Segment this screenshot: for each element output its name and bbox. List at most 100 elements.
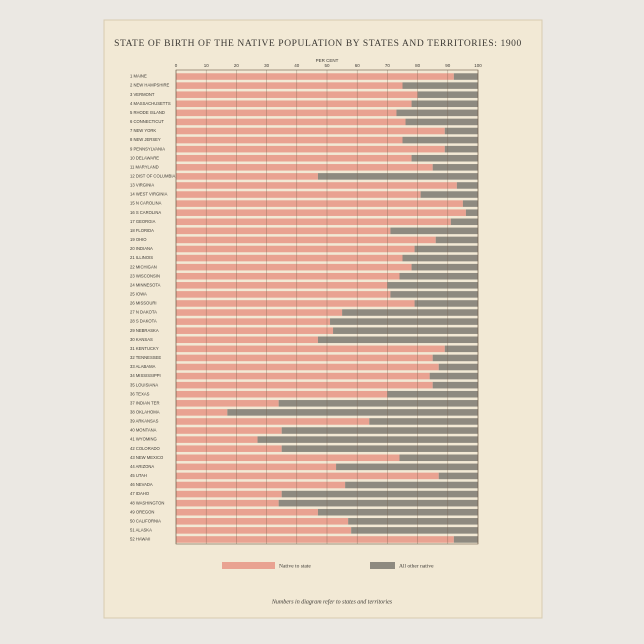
x-tick-label: 10 [204,63,210,68]
bar-segment [387,390,478,398]
y-tick-label: 9 PENNSYLVANIA [130,146,165,151]
y-tick-label: 44 ARIZONA [130,464,154,469]
bar-segment [465,209,478,216]
bar-segment [333,327,478,334]
y-tick-label: 33 ALABAMA [130,364,156,369]
y-tick-label: 49 OREGON [130,509,154,514]
bar-segment [176,282,388,289]
bar-segment [176,309,343,316]
y-tick-label: 34 MISSISSIPPI [130,373,161,378]
bar-segment [176,354,433,362]
y-tick-label: 38 OKLAHOMA [130,409,160,414]
bar-segment [456,182,478,189]
x-tick-label: 60 [355,63,361,68]
y-tick-label: 26 MISSOURI [130,301,157,306]
bar-segment [176,127,445,135]
bar-segment [453,73,478,80]
y-tick-label: 39 ARKANSAS [130,419,159,424]
y-tick-label: 27 N DAKOTA [130,310,157,315]
bar-segment [402,82,478,89]
bar-segment [176,372,430,380]
bar-segment [390,227,478,235]
y-tick-label: 10 DELAWARE [130,155,159,160]
bar-segment [176,109,397,117]
bar-segment [317,336,478,344]
y-tick-label: 1 MAINE [130,74,147,79]
bar-segment [176,390,388,398]
y-tick-label: 11 MARYLAND [130,164,159,169]
y-tick-label: 46 NEVADA [130,482,153,487]
bar-segment [176,536,454,543]
bar-segment [176,272,400,280]
y-tick-label: 18 FLORIDA [130,228,154,233]
y-tick-label: 52 HAWAII [130,537,150,542]
y-tick-label: 42 COLORADO [130,446,161,451]
x-tick-label: 30 [264,63,270,68]
y-tick-label: 45 UTAH [130,473,147,478]
y-tick-label: 17 GEORGIA [130,219,156,224]
bar-segment [176,118,406,126]
bar-segment [176,499,279,507]
bar-segment [435,236,478,244]
y-tick-label: 50 CALIFORNIA [130,518,161,523]
y-tick-label: 29 NEBRASKA [130,328,159,333]
y-tick-label: 43 NEW MEXICO [130,455,164,460]
bar-segment [176,508,318,516]
y-tick-label: 25 IOWA [130,291,147,296]
bar-segment [176,164,433,171]
bar-segment [369,418,478,425]
bar-segment [396,109,478,117]
y-tick-label: 35 LOUISIANA [130,382,158,387]
bar-segment [257,436,478,443]
bar-segment [444,127,478,135]
bar-segment [176,336,318,344]
bar-segment [317,508,478,516]
x-axis-label: PER CENT [316,58,339,63]
bar-segment [176,381,433,389]
y-tick-label: 5 RHODE ISLAND [130,110,165,115]
bar-segment [411,154,478,162]
bar-segment [402,254,478,262]
bar-segment [176,263,412,271]
y-tick-label: 4 MASSACHUSETTS [130,101,171,106]
y-tick-label: 2 NEW HAMPSHIRE [130,83,170,88]
y-tick-label: 21 ILLINOIS [130,255,153,260]
x-tick-label: 90 [445,63,451,68]
bar-segment [176,363,439,371]
legend-swatch [370,562,395,569]
bar-segment [176,100,412,108]
bar-segment [399,454,478,462]
legend-swatch [222,562,275,569]
y-tick-label: 6 CONNECTICUT [130,119,164,124]
bar-segment [176,527,352,534]
x-tick-label: 40 [294,63,300,68]
chart-title: STATE OF BIRTH OF THE NATIVE POPULATION … [114,39,522,49]
bar-segment [176,154,412,162]
bar-segment [176,318,331,325]
bar-segment [227,409,478,416]
y-tick-label: 41 WYOMING [130,437,157,442]
bar-segment [176,445,282,452]
bar-segment [176,227,391,235]
bar-segment [420,191,478,198]
bar-segment [317,173,478,180]
bar-segment [438,472,478,480]
y-tick-label: 47 IDAHO [130,491,150,496]
bar-segment [176,200,463,207]
y-tick-label: 28 S DAKOTA [130,319,157,324]
y-tick-label: 8 NEW JERSEY [130,137,161,142]
bar-segment [351,527,478,534]
x-tick-label: 50 [324,63,330,68]
bar-segment [414,245,478,253]
bar-segment [432,354,478,362]
bar-segment [432,381,478,389]
bar-segment [176,291,391,298]
bar-segment [176,73,454,80]
bar-segment [176,400,279,407]
y-tick-label: 40 MONTANA [130,428,157,433]
bar-segment [336,463,478,471]
bar-segment [176,345,445,353]
y-tick-label: 15 N CAROLINA [130,201,162,206]
y-tick-label: 31 KENTUCKY [130,346,159,351]
bar-segment [345,481,478,489]
